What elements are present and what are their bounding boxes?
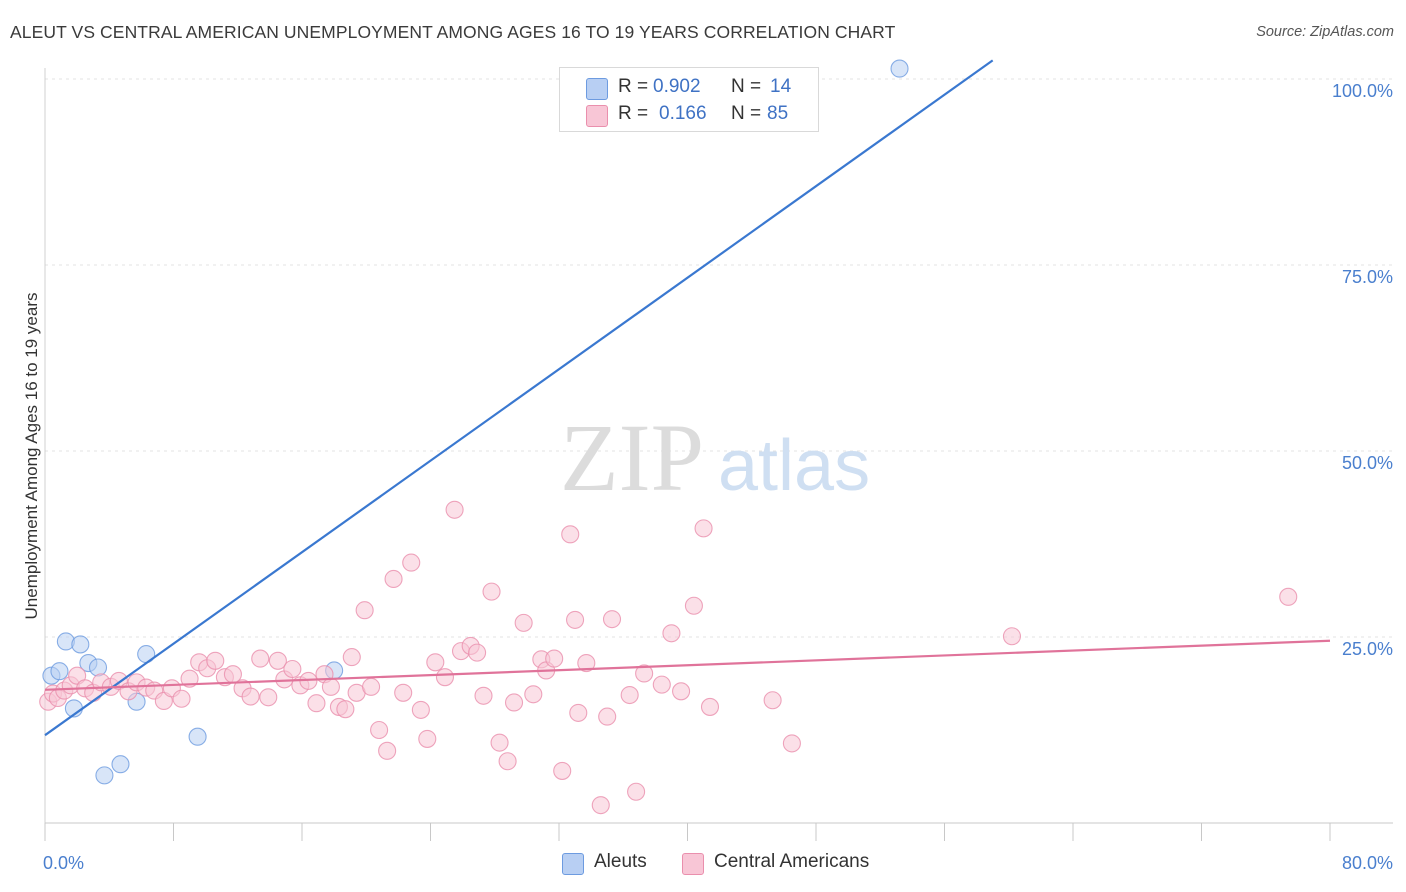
data-point-central-americans: [652, 675, 671, 694]
data-point-central-americans: [524, 685, 543, 704]
data-point-aleuts: [71, 635, 90, 654]
tick-labels: 100.0% 75.0% 50.0% 25.0% 0.0% 80.0%: [43, 81, 1393, 873]
legend-r-label: R =: [618, 103, 649, 124]
data-point-central-americans: [474, 686, 493, 705]
x-tick-label: 0.0%: [43, 853, 84, 873]
data-point-aleuts: [95, 766, 114, 785]
data-point-aleuts: [50, 662, 69, 681]
watermark-zip: ZIP: [560, 404, 704, 511]
data-point-central-americans: [627, 782, 646, 801]
data-point-aleuts: [890, 59, 909, 78]
data-point-central-americans: [435, 668, 455, 687]
data-point-central-americans: [569, 703, 588, 722]
data-point-central-americans: [307, 694, 326, 713]
data-points: [39, 59, 1298, 815]
data-point-central-americans: [598, 707, 617, 726]
data-point-central-americans: [251, 649, 270, 668]
y-axis-label: Unemployment Among Ages 16 to 19 years: [22, 293, 41, 620]
legend-r-value-central-americans: 0.166: [659, 103, 707, 124]
data-point-aleuts: [111, 755, 130, 774]
data-point-central-americans: [700, 697, 720, 716]
watermark-atlas: atlas: [718, 426, 870, 506]
data-point-central-americans: [445, 500, 464, 519]
data-point-central-americans: [672, 682, 691, 701]
trend-line-central-americans: [44, 639, 1331, 691]
bottom-legend-swatch-central-americans: [682, 853, 704, 875]
data-point-central-americans: [259, 688, 278, 707]
data-point-central-americans: [336, 700, 355, 719]
data-point-central-americans: [370, 720, 389, 740]
data-point-central-americans: [782, 734, 801, 753]
data-point-central-americans: [411, 700, 430, 719]
data-point-central-americans: [378, 741, 397, 760]
data-point-central-americans: [1002, 627, 1022, 646]
y-tick-label: 50.0%: [1342, 453, 1393, 473]
legend-n-label: N =: [731, 76, 762, 97]
data-point-central-americans: [355, 601, 374, 620]
data-point-central-americans: [283, 659, 302, 679]
x-tick-label: 80.0%: [1342, 853, 1393, 873]
data-point-central-americans: [362, 677, 381, 696]
data-point-central-americans: [684, 596, 703, 615]
legend-n-value-aleuts: 14: [770, 76, 792, 97]
y-tick-label: 100.0%: [1332, 81, 1393, 101]
data-point-central-americans: [490, 733, 509, 752]
data-point-central-americans: [180, 669, 199, 688]
data-point-central-americans: [342, 648, 361, 667]
data-point-central-americans: [635, 664, 654, 683]
data-point-central-americans: [602, 610, 622, 629]
data-point-central-americans: [553, 761, 572, 780]
data-point-central-americans: [172, 689, 191, 708]
data-point-aleuts: [188, 727, 207, 746]
legend-swatch-aleuts: [586, 78, 608, 100]
data-point-central-americans: [394, 683, 413, 702]
gridlines: [45, 78, 1393, 638]
y-tick-label: 75.0%: [1342, 267, 1393, 287]
legend-swatch-central-americans: [586, 105, 608, 127]
data-point-central-americans: [561, 525, 580, 544]
data-point-central-americans: [241, 687, 260, 706]
data-point-aleuts: [88, 658, 108, 677]
y-tick-label: 25.0%: [1342, 639, 1393, 659]
data-point-central-americans: [662, 624, 681, 643]
data-point-central-americans: [402, 553, 421, 572]
correlation-legend: R = 0.902 N = 14 R = 0.166 N = 85: [559, 67, 819, 132]
data-point-central-americans: [418, 729, 437, 748]
data-point-central-americans: [591, 796, 610, 815]
data-point-central-americans: [384, 569, 403, 589]
chart-title: ALEUT VS CENTRAL AMERICAN UNEMPLOYMENT A…: [10, 22, 896, 42]
data-point-central-americans: [620, 685, 639, 705]
bottom-legend-label-aleuts: Aleuts: [594, 851, 647, 872]
bottom-legend-swatch-aleuts: [562, 853, 584, 875]
data-point-central-americans: [577, 653, 596, 673]
data-point-central-americans: [504, 693, 524, 712]
legend-n-value-central-americans: 85: [767, 103, 789, 124]
trend-lines: [44, 59, 1331, 737]
legend-r-value-aleuts: 0.902: [653, 76, 701, 97]
data-point-central-americans: [566, 610, 585, 629]
data-point-central-americans: [206, 651, 225, 670]
trend-line-aleuts: [44, 59, 994, 737]
watermark: ZIP atlas: [560, 404, 870, 511]
bottom-legend-label-central-americans: Central Americans: [714, 851, 870, 872]
data-point-central-americans: [482, 582, 501, 601]
legend-r-label: R =: [618, 76, 649, 97]
data-point-central-americans: [268, 651, 287, 670]
data-point-central-americans: [468, 643, 487, 662]
data-point-central-americans: [1279, 587, 1298, 606]
data-point-central-americans: [498, 752, 517, 771]
data-point-central-americans: [763, 691, 782, 710]
source-credit: Source: ZipAtlas.com: [1256, 24, 1394, 40]
data-point-central-americans: [694, 519, 713, 538]
data-point-central-americans: [321, 677, 340, 696]
legend-n-label: N =: [731, 103, 762, 124]
data-point-central-americans: [426, 653, 445, 672]
data-point-central-americans: [545, 649, 564, 668]
data-point-central-americans: [514, 613, 533, 632]
